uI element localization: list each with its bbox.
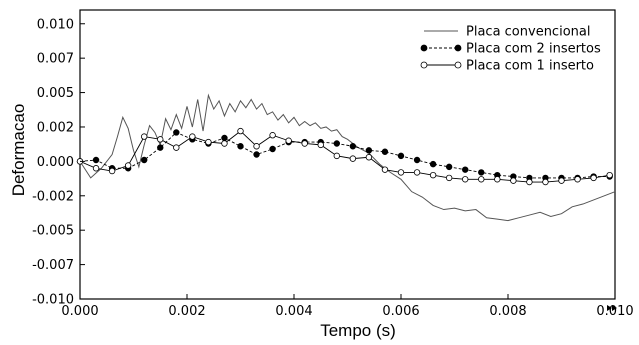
data-point [349, 155, 357, 162]
legend-item: Placa com 1 inserto [420, 59, 594, 74]
y-tick-label: 0.007 [37, 52, 74, 67]
plot-frame [79, 9, 616, 300]
data-point [574, 176, 581, 183]
data-point [221, 134, 228, 142]
data-point [253, 151, 260, 158]
data-point [397, 152, 405, 160]
series-line [79, 130, 610, 183]
x-tick-label: 0.004 [275, 304, 312, 319]
legend-label: Placa com 1 inserto [466, 59, 594, 74]
data-point [157, 136, 164, 143]
data-point [237, 143, 244, 150]
y-tick-label: 0.000 [37, 155, 74, 170]
data-point [205, 138, 212, 146]
data-point [92, 156, 100, 164]
data-point [429, 160, 437, 168]
x-tick-label: 0.010 [596, 304, 633, 319]
data-point [108, 167, 116, 175]
data-point [413, 169, 421, 176]
y-tick-label: 0.002 [37, 120, 74, 135]
data-point [494, 176, 501, 183]
legend-marker [454, 61, 462, 69]
data-point [221, 140, 228, 147]
series-3 [76, 127, 613, 186]
scroll-right-arrow-icon-2[interactable] [612, 305, 617, 311]
y-tick-label: -0.010 [32, 293, 74, 308]
data-point [173, 144, 180, 151]
data-point [365, 147, 373, 154]
data-point [397, 169, 405, 176]
legend-item: Placa com 2 insertos [420, 42, 601, 57]
data-point [140, 133, 148, 140]
data-point [365, 154, 373, 161]
data-point [189, 133, 196, 140]
data-point [92, 165, 100, 172]
data-point [478, 169, 485, 176]
x-tick-label: 0.000 [61, 304, 98, 319]
data-point [253, 143, 260, 150]
data-point [445, 174, 453, 182]
x-axis-label: Tempo (s) [320, 321, 396, 340]
data-point [462, 166, 469, 173]
scroll-right-arrow-icon[interactable] [607, 305, 612, 311]
data-point [558, 177, 565, 184]
y-tick-label: 0.010 [37, 17, 74, 32]
legend-label: Placa com 2 insertos [466, 42, 601, 57]
data-point [478, 176, 485, 183]
data-point [140, 156, 148, 164]
legend: Placa convencional Placa com 2 insertos Pl… [420, 25, 601, 74]
y-tick-label: -0.002 [32, 189, 74, 204]
legend-marker [454, 44, 462, 52]
data-point [269, 145, 276, 153]
y-axis-ticks: 0.010 0.007 0.005 0.002 0.000 -0.002 -0.005 -0.… [32, 17, 85, 308]
x-tick-label: 0.008 [489, 304, 526, 319]
data-point [333, 152, 340, 160]
data-point [606, 171, 613, 179]
legend-item: Placa convencional [424, 25, 590, 40]
series-layer [76, 93, 616, 222]
data-point [429, 171, 437, 179]
data-point [124, 162, 132, 169]
data-point [237, 127, 244, 135]
data-point [510, 177, 517, 184]
data-point [333, 140, 340, 147]
x-axis-ticks: 0.000 0.002 0.004 0.006 0.008 0.010 [61, 294, 634, 319]
data-point [381, 166, 389, 173]
data-point [173, 129, 180, 136]
data-point [462, 176, 469, 183]
data-point [157, 144, 164, 151]
data-point [317, 141, 324, 149]
data-point [413, 156, 421, 164]
x-tick-label: 0.006 [382, 304, 419, 319]
data-point [526, 178, 533, 186]
data-point [269, 132, 276, 139]
legend-marker [420, 44, 428, 52]
data-point [349, 143, 357, 150]
data-point [285, 137, 292, 144]
y-tick-label: -0.005 [32, 224, 74, 239]
data-point [301, 140, 308, 147]
data-point [590, 174, 597, 182]
y-tick-label: -0.007 [32, 258, 74, 273]
y-axis-label: Deformacao [9, 104, 28, 197]
data-point [381, 148, 389, 155]
y-tick-label: 0.005 [37, 86, 74, 101]
data-point [542, 178, 549, 186]
legend-label: Placa convencional [466, 25, 590, 40]
data-point [445, 163, 453, 171]
legend-marker [420, 61, 428, 69]
x-tick-label: 0.002 [168, 304, 205, 319]
